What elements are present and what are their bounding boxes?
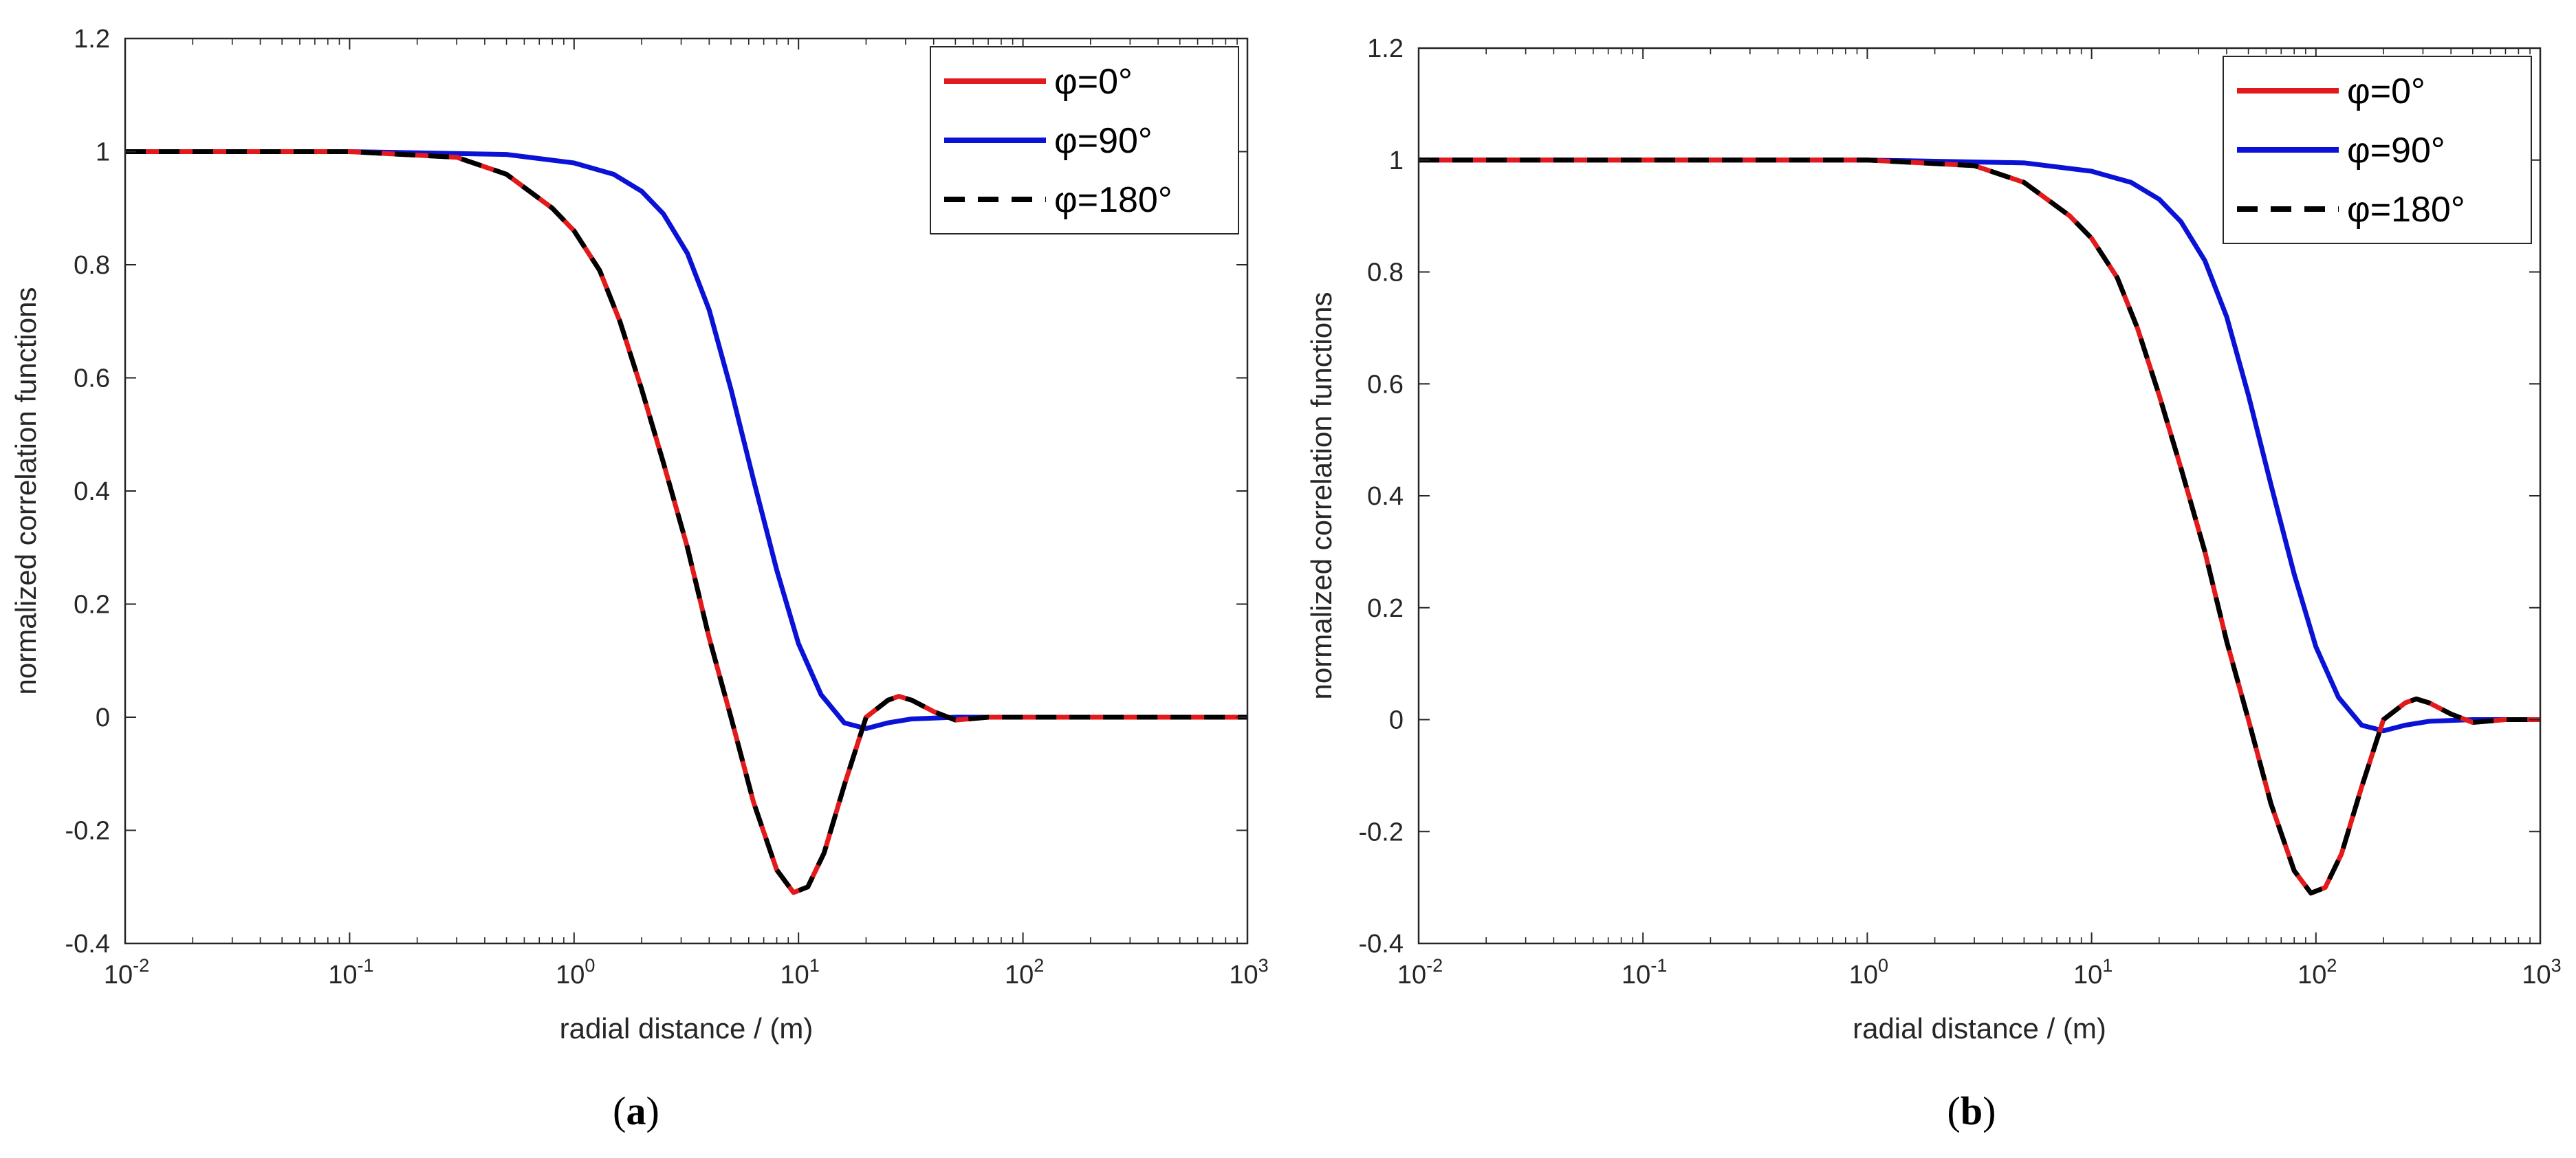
- panel-caption: (a): [613, 1089, 659, 1133]
- y-axis-label: normalized correlation functions: [10, 287, 42, 695]
- y-tick-label: 0: [1389, 706, 1404, 735]
- x-tick-label: 102: [1005, 955, 1044, 990]
- x-tick-label: 103: [1229, 955, 1268, 990]
- y-tick-label: 0.4: [74, 477, 110, 506]
- y-tick-label: 0.2: [74, 591, 110, 620]
- x-tick-label: 10-2: [1397, 955, 1443, 990]
- series-group: [125, 149, 1247, 895]
- legend: φ=0° φ=90° φ=180°: [2223, 56, 2532, 244]
- x-tick-label: 101: [781, 955, 820, 990]
- series-line-phi-180: [125, 149, 1247, 895]
- y-tick-label: 1: [1389, 146, 1404, 175]
- chart-panel-b: 10-2 10-1 100 101 102 103 -0.4 -0.2 0 0.2 0.4 0.6 0.…: [1305, 34, 2562, 1133]
- x-axis-label: radial distance / (m): [1853, 1012, 2106, 1045]
- x-tick-label: 100: [1849, 955, 1888, 990]
- series-line-phi-180: [1419, 157, 2540, 896]
- y-axis-label: normalized correlation functions: [1305, 292, 1338, 700]
- series-line-phi-90: [125, 149, 1247, 731]
- x-axis-label: radial distance / (m): [560, 1012, 814, 1045]
- legend-label-phi-180: φ=180°: [1054, 180, 1172, 220]
- y-tick-label: -0.4: [1359, 930, 1404, 959]
- x-tick-label: 100: [556, 955, 595, 990]
- legend-label-phi-0: φ=0°: [2347, 72, 2425, 111]
- series-line-phi-90: [1419, 157, 2540, 734]
- series-group: [1419, 157, 2540, 896]
- x-tick-label: 10-1: [1622, 955, 1667, 990]
- x-tick-label: 101: [2073, 955, 2113, 990]
- legend: φ=0° φ=90° φ=180°: [930, 46, 1239, 234]
- x-tick-label: 10-2: [104, 955, 149, 990]
- panel-caption: (b): [1947, 1089, 1996, 1133]
- legend-label-phi-90: φ=90°: [2347, 131, 2445, 171]
- y-tick-label: 1: [96, 138, 110, 167]
- panels: 10-2 10-1 100 101 102 103-0.4-0.200.20.40.60.…: [10, 25, 2562, 1133]
- x-tick-label: 102: [2297, 955, 2337, 990]
- y-tick-label: -0.2: [1359, 818, 1404, 846]
- y-tick-label: 0.8: [74, 251, 110, 280]
- y-tick-label: 0.6: [1367, 370, 1404, 399]
- chart-panel-a: 10-2 10-1 100 101 102 103 -0.4 -0.2 0 0.2 0.4 0.6 0.…: [10, 25, 1269, 1133]
- y-tick-label: 0: [96, 703, 110, 732]
- y-tick-label: 0.8: [1367, 259, 1404, 287]
- y-tick-label: 0.4: [1367, 482, 1404, 511]
- legend-label-phi-180: φ=180°: [2347, 190, 2465, 230]
- y-tick-label: 0.2: [1367, 594, 1404, 623]
- y-tick-label: 1.2: [74, 25, 110, 54]
- legend-label-phi-0: φ=0°: [1054, 62, 1133, 102]
- y-tick-label: -0.2: [65, 817, 110, 846]
- x-tick-label: 103: [2522, 955, 2561, 990]
- legend-label-phi-90: φ=90°: [1054, 121, 1153, 161]
- x-tick-label: 10-1: [328, 955, 373, 990]
- y-tick-label: 1.2: [1367, 34, 1404, 63]
- y-tick-label: -0.4: [65, 930, 110, 959]
- y-tick-label: 0.6: [74, 364, 110, 393]
